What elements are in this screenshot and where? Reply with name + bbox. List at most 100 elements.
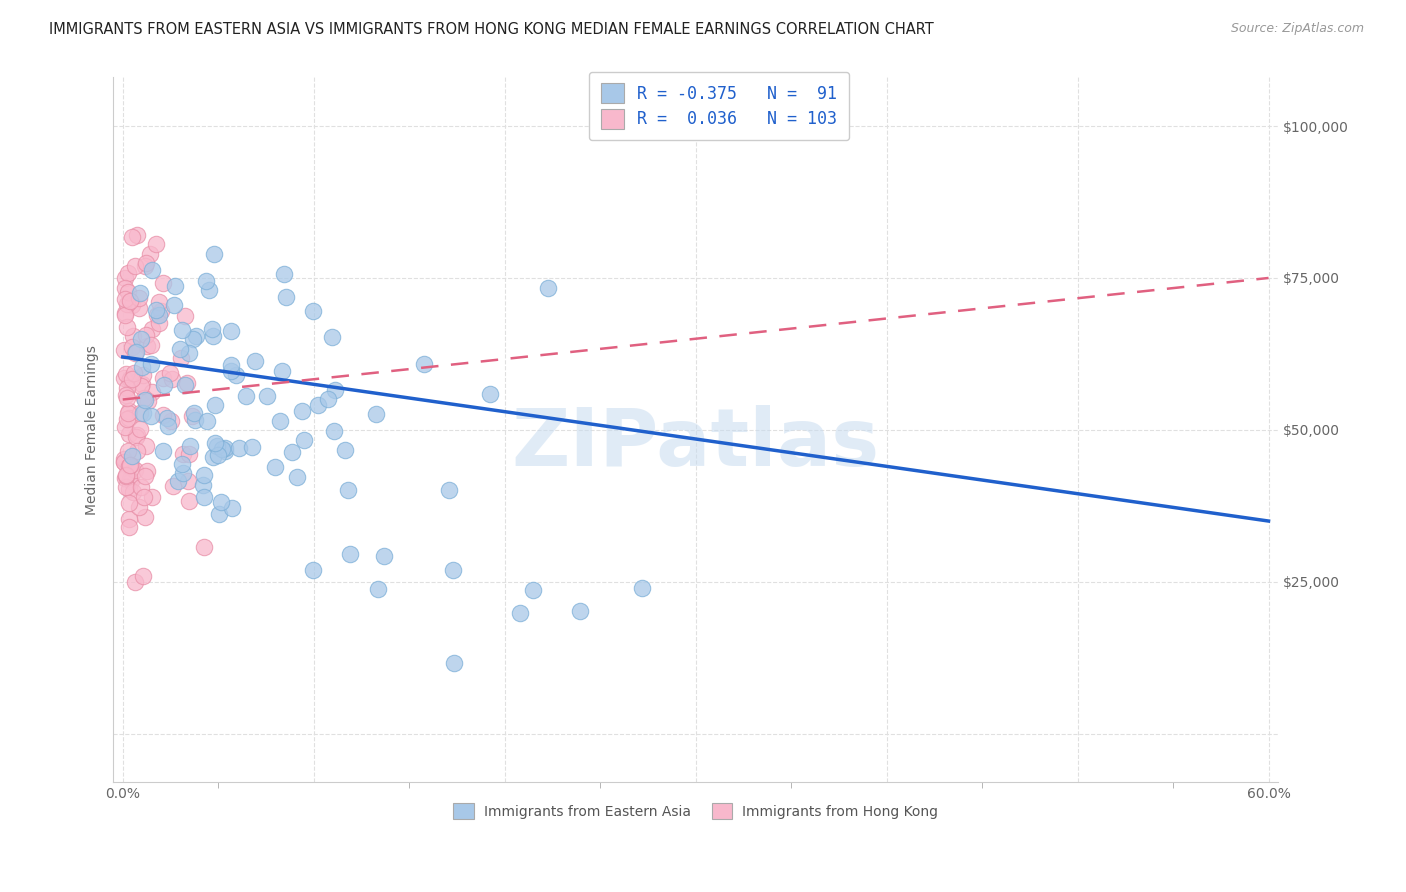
Point	[125, 430, 148, 444]
Point	[128, 406, 150, 420]
Point	[118, 520, 141, 534]
Point	[152, 276, 174, 290]
Point	[323, 383, 346, 397]
Point	[169, 351, 191, 366]
Point	[117, 496, 139, 510]
Point	[121, 298, 143, 312]
Point	[148, 317, 170, 331]
Point	[114, 271, 136, 285]
Point	[172, 447, 194, 461]
Point	[125, 228, 148, 243]
Point	[148, 308, 170, 322]
Point	[131, 360, 153, 375]
Point	[127, 428, 149, 442]
Point	[208, 507, 231, 521]
Point	[115, 380, 138, 394]
Point	[132, 391, 155, 405]
Point	[193, 478, 215, 492]
Point	[115, 412, 138, 426]
Point	[156, 411, 179, 425]
Point	[118, 372, 141, 386]
Point	[114, 471, 136, 485]
Point	[177, 474, 200, 488]
Point	[118, 294, 141, 309]
Point	[118, 374, 141, 388]
Point	[183, 406, 205, 420]
Point	[280, 445, 302, 459]
Point	[193, 490, 215, 504]
Point	[120, 474, 142, 488]
Point	[235, 389, 257, 403]
Point	[170, 323, 193, 337]
Point	[117, 266, 139, 280]
Point	[139, 247, 162, 261]
Point	[148, 294, 170, 309]
Text: ZIPatlas: ZIPatlas	[512, 405, 880, 483]
Point	[112, 455, 135, 469]
Point	[114, 367, 136, 381]
Point	[115, 467, 138, 482]
Point	[145, 303, 167, 318]
Point	[153, 378, 176, 392]
Point	[131, 376, 153, 391]
Point	[136, 339, 159, 353]
Point	[139, 409, 162, 423]
Point	[631, 581, 654, 595]
Point	[114, 292, 136, 306]
Point	[201, 450, 224, 464]
Point	[124, 259, 146, 273]
Point	[201, 329, 224, 343]
Point	[170, 457, 193, 471]
Point	[172, 466, 194, 480]
Point	[225, 368, 247, 382]
Point	[112, 451, 135, 466]
Point	[522, 583, 544, 598]
Point	[169, 342, 191, 356]
Point	[134, 259, 156, 273]
Point	[204, 436, 226, 450]
Point	[214, 441, 236, 455]
Point	[204, 247, 226, 261]
Point	[173, 309, 195, 323]
Point	[117, 405, 139, 419]
Point	[201, 322, 224, 336]
Point	[364, 407, 387, 421]
Point	[322, 425, 344, 439]
Point	[121, 329, 143, 343]
Point	[177, 494, 200, 508]
Point	[121, 372, 143, 386]
Point	[166, 474, 188, 488]
Point	[160, 372, 183, 386]
Point	[124, 574, 146, 589]
Point	[537, 281, 560, 295]
Point	[122, 366, 145, 380]
Point	[114, 309, 136, 323]
Point	[146, 308, 169, 322]
Point	[152, 443, 174, 458]
Point	[177, 346, 200, 360]
Point	[128, 291, 150, 305]
Point	[243, 354, 266, 368]
Point	[121, 449, 143, 463]
Point	[176, 376, 198, 390]
Point	[159, 366, 181, 380]
Point	[128, 422, 150, 436]
Point	[373, 549, 395, 564]
Point	[273, 267, 295, 281]
Point	[115, 297, 138, 311]
Point	[125, 444, 148, 458]
Point	[124, 344, 146, 359]
Point	[183, 412, 205, 426]
Point	[118, 403, 141, 417]
Point	[173, 378, 195, 392]
Point	[135, 439, 157, 453]
Point	[479, 387, 502, 401]
Point	[114, 306, 136, 320]
Point	[240, 440, 263, 454]
Point	[336, 483, 359, 497]
Point	[157, 418, 180, 433]
Point	[205, 439, 228, 453]
Point	[135, 256, 157, 270]
Point	[195, 414, 218, 428]
Point	[204, 397, 226, 411]
